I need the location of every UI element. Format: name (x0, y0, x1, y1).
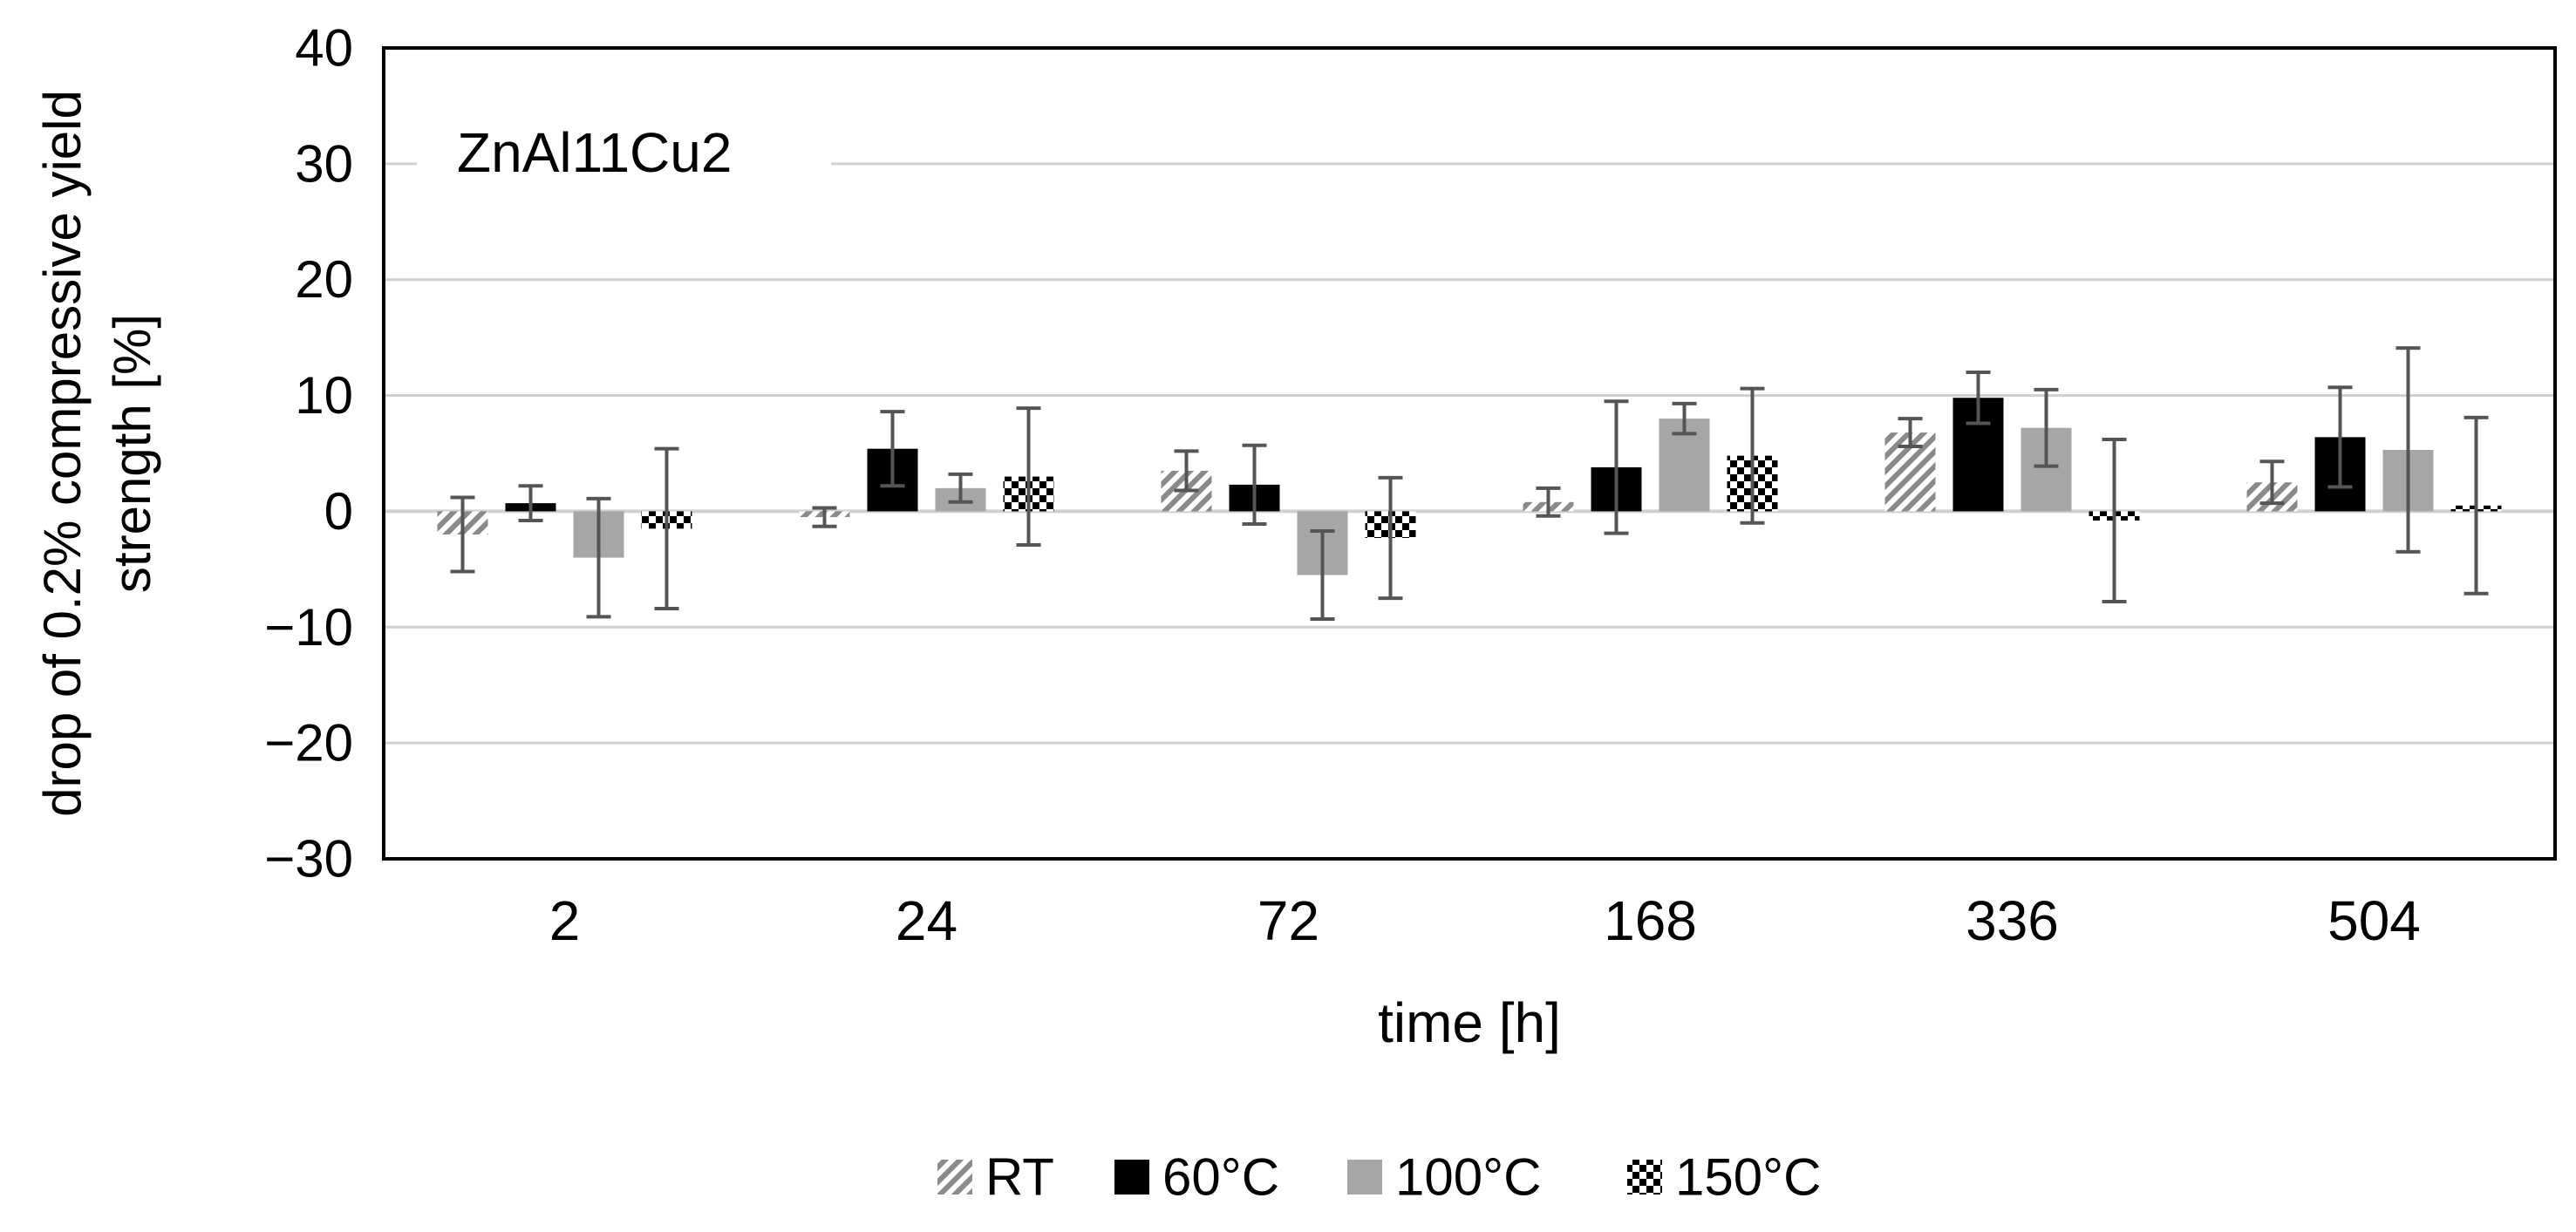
legend-swatch-60c (1114, 1160, 1149, 1195)
legend-label-150c: 150°C (1675, 1148, 1821, 1207)
error-bars (450, 346, 2489, 621)
y-tick-label: 20 (295, 250, 353, 309)
bars (437, 398, 2502, 575)
error-bar-100c-168 (1672, 401, 1697, 436)
error-bar-100c-504 (2395, 346, 2421, 554)
x-tick-label: 24 (896, 889, 957, 952)
y-tick-label: −30 (264, 830, 353, 888)
error-bar-60c-2 (518, 484, 543, 523)
error-bar-rt-168 (1536, 486, 1561, 518)
y-tick-label: 0 (324, 482, 353, 541)
legend-label-rt: RT (985, 1148, 1054, 1207)
x-tick-labels: 2 24 72 168 336 504 (549, 889, 2421, 952)
error-bar-150c-24 (1016, 406, 1041, 547)
y-axis-label-line-1: drop of 0.2% compressive yield (33, 90, 92, 817)
x-tick-label: 2 (549, 889, 581, 952)
error-bar-rt-2 (450, 495, 475, 574)
grid-lines (384, 162, 2555, 745)
error-bar-100c-336 (2034, 387, 2059, 468)
error-bar-rt-504 (2259, 459, 2285, 506)
y-tick-label: −20 (264, 714, 353, 773)
legend-swatch-rt (937, 1160, 972, 1195)
error-bar-150c-168 (1740, 386, 1765, 525)
y-tick-label: 10 (295, 366, 353, 425)
error-bar-150c-504 (2464, 415, 2489, 596)
error-bar-60c-336 (1966, 371, 1991, 425)
legend: RT 60°C 100°C 150°C (937, 1148, 1821, 1207)
x-axis-label: time [h] (1378, 991, 1561, 1054)
x-tick-label: 336 (1966, 889, 2059, 952)
y-axis-label-line-2: strength [%] (103, 314, 161, 593)
error-bar-rt-336 (1898, 417, 1923, 449)
annotation-background (417, 83, 831, 201)
error-bar-60c-168 (1604, 399, 1629, 535)
y-tick-label: 30 (295, 134, 353, 193)
error-bar-150c-336 (2102, 438, 2127, 604)
error-bar-150c-72 (1378, 475, 1403, 601)
annotation-label: ZnAl11Cu2 (457, 121, 732, 184)
error-bar-60c-72 (1242, 443, 1267, 527)
error-bar-100c-24 (948, 472, 973, 504)
error-bar-100c-2 (586, 496, 611, 619)
plot-frame (382, 46, 2557, 861)
error-bar-150c-2 (654, 446, 679, 611)
legend-swatch-150c (1627, 1160, 1662, 1195)
x-tick-label: 72 (1257, 889, 1319, 952)
y-tick-label: 40 (295, 19, 353, 78)
error-bar-rt-72 (1174, 449, 1199, 493)
x-tick-label: 504 (2327, 889, 2421, 952)
legend-label-100c: 100°C (1395, 1148, 1541, 1207)
legend-label-60c: 60°C (1162, 1148, 1279, 1207)
error-bar-100c-72 (1310, 529, 1335, 621)
legend-swatch-100c (1347, 1160, 1382, 1195)
y-tick-label: −10 (264, 598, 353, 657)
error-bar-rt-24 (812, 506, 837, 528)
error-bar-60c-504 (2327, 385, 2353, 489)
error-bar-60c-24 (880, 410, 905, 488)
y-tick-labels: −30 −20 −10 0 10 20 30 40 (264, 19, 353, 888)
x-tick-label: 168 (1604, 889, 1697, 952)
